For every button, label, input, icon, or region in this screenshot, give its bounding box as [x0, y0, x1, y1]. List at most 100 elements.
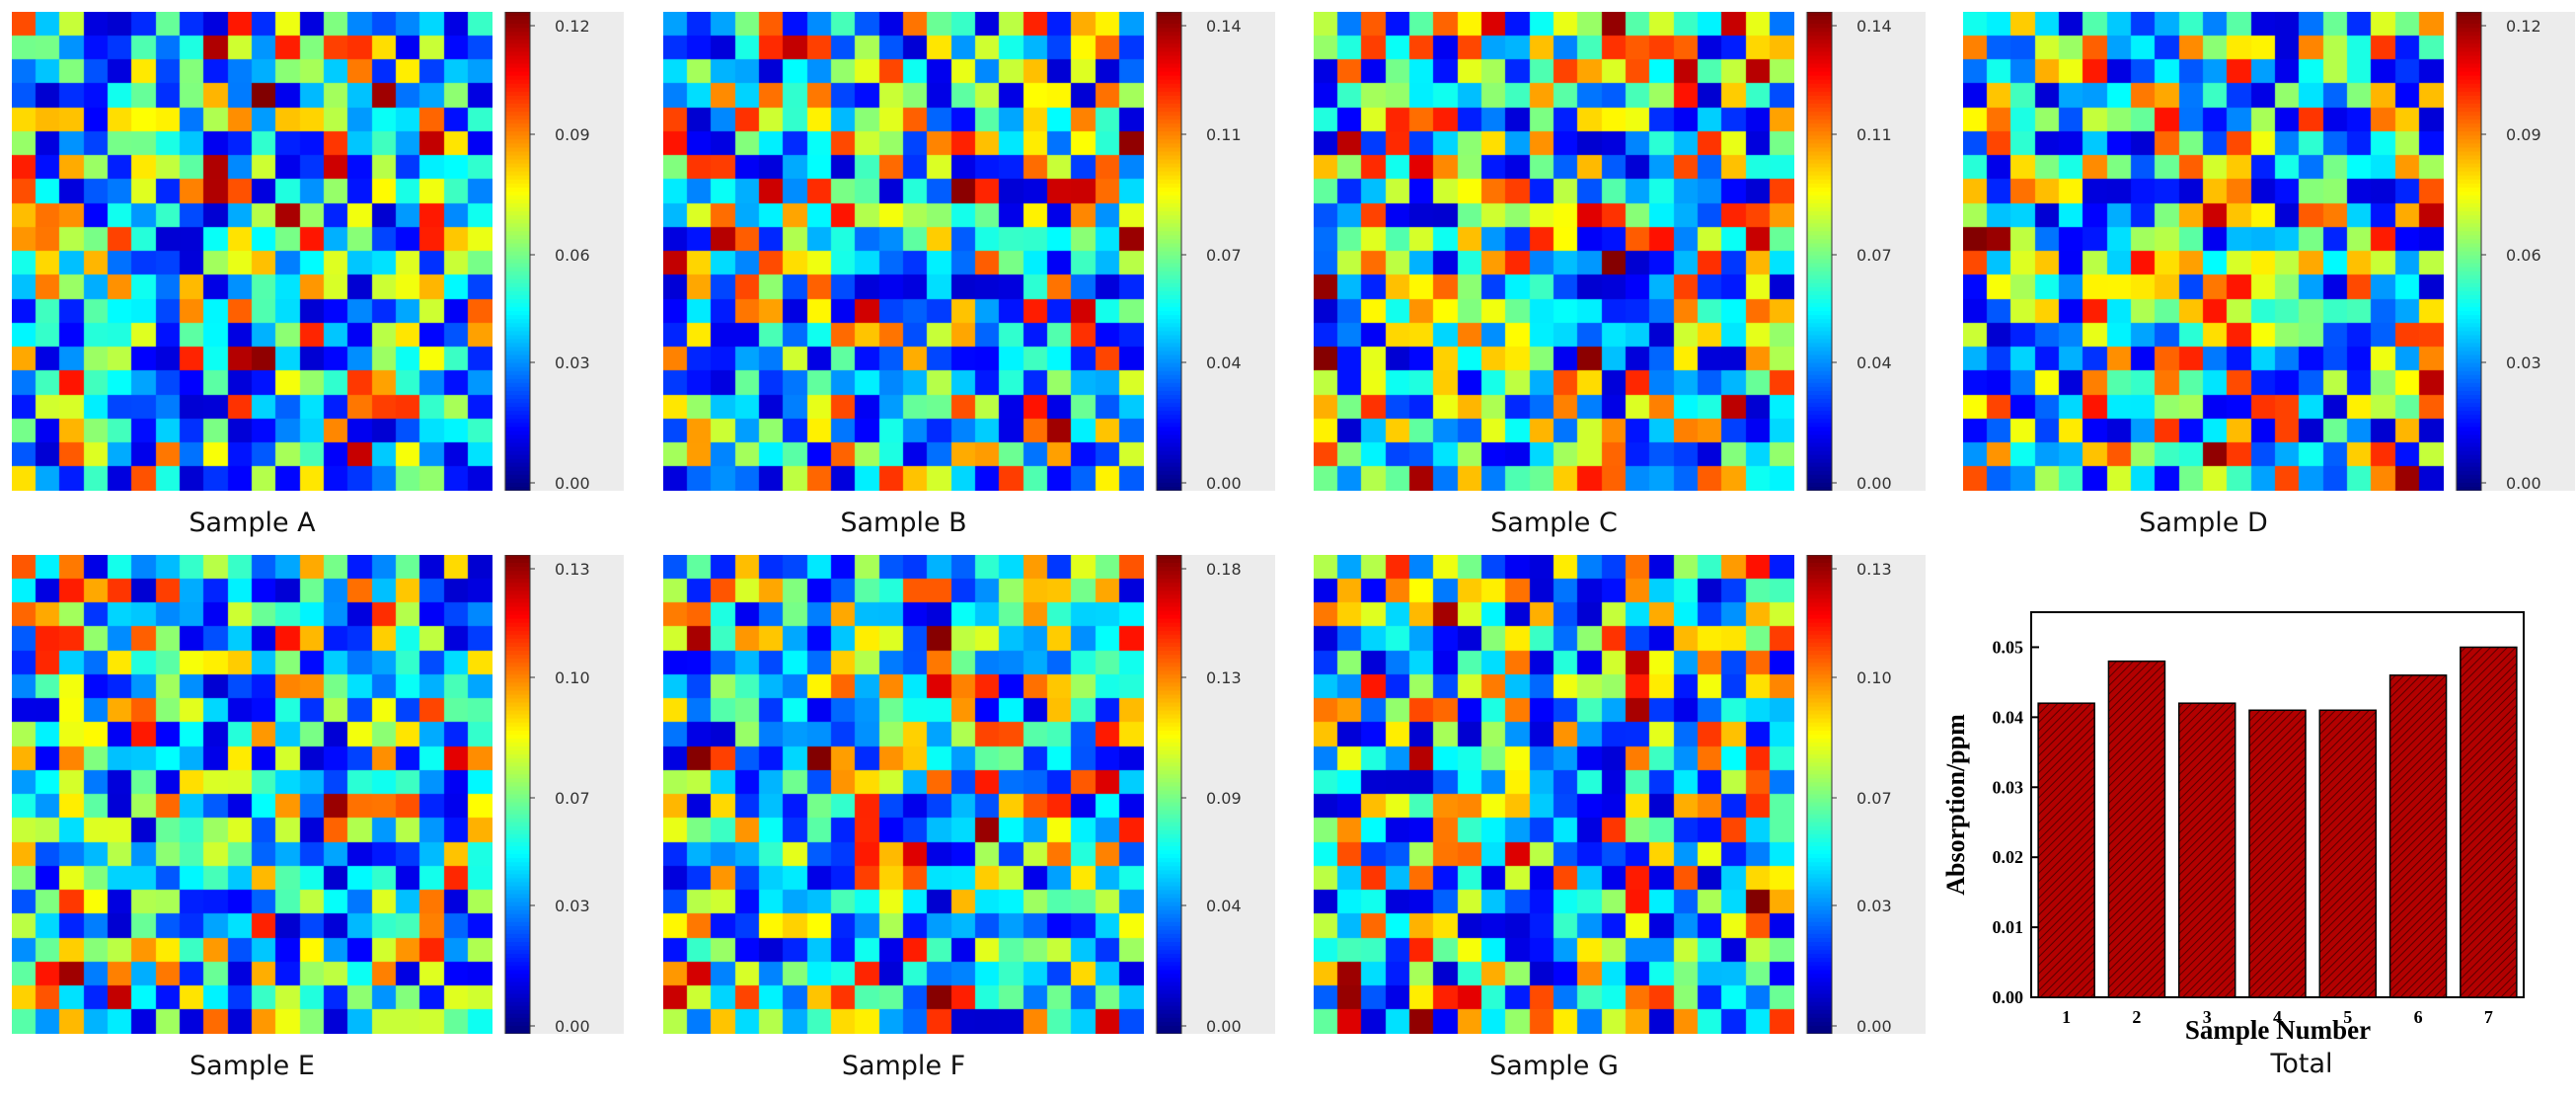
colorbar-tick-label: 0.03 [1856, 897, 1892, 915]
colorbar-segment [1807, 842, 1832, 848]
colorbar-segment [505, 36, 530, 41]
colorbar-segment [1157, 271, 1181, 276]
colorbar-segment [505, 966, 530, 972]
colorbar-segment [505, 290, 530, 296]
colorbar-segment [505, 223, 530, 229]
colorbar-segment [1157, 43, 1181, 49]
colorbar-segment [1157, 83, 1181, 89]
colorbar-segment [1807, 866, 1832, 872]
colorbar-segment [2457, 486, 2481, 491]
colorbar-segment [1157, 909, 1181, 915]
colorbar-segment [1807, 929, 1832, 935]
colorbar-segment [1157, 642, 1181, 648]
x-axis-label: Sample Number [2185, 1015, 2371, 1045]
colorbar-segment [1807, 331, 1832, 337]
colorbar-segment [2457, 235, 2481, 241]
colorbar-segment [1807, 358, 1832, 364]
colorbar-segment [1157, 742, 1181, 747]
colorbar-segment [505, 850, 530, 856]
colorbar-segment [1807, 730, 1832, 736]
colorbar-segment [1807, 978, 1832, 983]
heatmap-a [12, 12, 492, 491]
colorbar-segment [1157, 958, 1181, 964]
colorbar-segment [505, 407, 530, 413]
colorbar-segment [1807, 198, 1832, 204]
colorbar-segment [505, 351, 530, 356]
colorbar-segment [1157, 335, 1181, 341]
heatmap-b [663, 12, 1144, 491]
colorbar-segment [1807, 882, 1832, 888]
colorbar-segment [1157, 478, 1181, 484]
colorbar-segment [1807, 674, 1832, 680]
colorbar-segment [2457, 223, 2481, 229]
colorbar-segment [1157, 810, 1181, 816]
colorbar-segment [505, 842, 530, 848]
colorbar-segment [1807, 618, 1832, 624]
colorbar-segment [1807, 659, 1832, 665]
colorbar-segment [1157, 235, 1181, 241]
colorbar-frame [1806, 555, 1833, 1034]
colorbar-segment [505, 147, 530, 153]
colorbar-segment [2457, 331, 2481, 337]
colorbar-segment [1157, 442, 1181, 448]
colorbar-segment [1157, 594, 1181, 600]
colorbar-segment [1807, 878, 1832, 884]
colorbar-segment [1807, 403, 1832, 409]
colorbar-segment [505, 938, 530, 944]
colorbar-segment [1157, 466, 1181, 472]
colorbar-segment [505, 663, 530, 668]
colorbar-segment [1807, 139, 1832, 145]
colorbar-segment [505, 874, 530, 880]
colorbar-segment [1157, 159, 1181, 165]
colorbar-segment [1157, 842, 1181, 848]
colorbar-segment [1157, 638, 1181, 644]
colorbar-segment [2457, 251, 2481, 257]
colorbar-segment [1157, 486, 1181, 491]
colorbar-segment [1807, 874, 1832, 880]
colorbar-segment [505, 590, 530, 596]
colorbar-segment [1157, 794, 1181, 800]
colorbar-tick-label: 0.12 [2506, 17, 2541, 36]
colorbar-segment [2457, 462, 2481, 468]
colorbar-segment [1807, 913, 1832, 919]
colorbar-segment [1157, 407, 1181, 413]
y-tick-label: 0.05 [1993, 637, 2024, 657]
colorbar-segment [1157, 198, 1181, 204]
colorbar-segment [505, 898, 530, 903]
colorbar-segment [1807, 958, 1832, 964]
colorbar-segment [505, 343, 530, 349]
colorbar-segment [2457, 370, 2481, 376]
colorbar-segment [1157, 259, 1181, 265]
colorbar-segment [505, 1025, 530, 1031]
colorbar-segment [1807, 423, 1832, 429]
colorbar-segment [505, 583, 530, 588]
colorbar-segment [1157, 726, 1181, 732]
colorbar-segment [1807, 758, 1832, 764]
colorbar-segment [1807, 702, 1832, 708]
colorbar-segment [1807, 434, 1832, 440]
colorbar-segment [2457, 103, 2481, 109]
colorbar-segment [1157, 382, 1181, 388]
colorbar-segment [1157, 886, 1181, 892]
colorbar-segment [1807, 315, 1832, 321]
colorbar-segment [505, 282, 530, 288]
colorbar-segment [505, 806, 530, 812]
colorbar-segment [1807, 20, 1832, 26]
colorbar-segment [2457, 382, 2481, 388]
colorbar-segment [1807, 278, 1832, 284]
colorbar-segment [1157, 411, 1181, 417]
colorbar-segment [505, 278, 530, 284]
colorbar-segment [1807, 905, 1832, 911]
x-tick-label: 4 [2273, 1007, 2282, 1027]
colorbar-segment [505, 323, 530, 329]
colorbar-segment [1807, 559, 1832, 565]
colorbar-c: 0.14 0.11 0.07 0.04 0.00 [1805, 12, 1926, 491]
colorbar-segment [1807, 722, 1832, 728]
colorbar-segment [1157, 79, 1181, 85]
colorbar-segment [505, 175, 530, 181]
colorbar-segment [1157, 555, 1181, 561]
colorbar-segment [1157, 171, 1181, 177]
colorbar-segment [505, 207, 530, 213]
colorbar-segment [505, 47, 530, 53]
x-tick-label: 6 [2414, 1007, 2423, 1027]
